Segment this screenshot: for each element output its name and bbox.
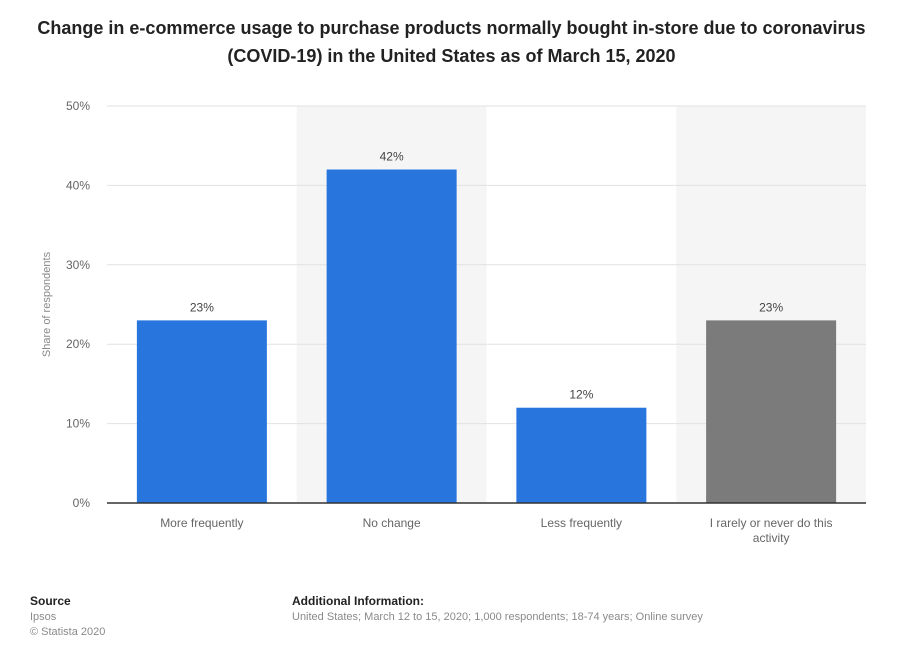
bar-chart: 0% 10% 20% 30% 40% 50% 23% 42% 12% 23% More freq… <box>41 99 866 545</box>
x-tick-label: I rarely or never do this activity <box>710 516 833 545</box>
bar[interactable] <box>136 320 267 503</box>
y-tick-label: 20% <box>66 337 90 351</box>
source-heading: Source <box>30 594 71 608</box>
bar[interactable] <box>516 407 647 503</box>
additional-info-text: United States; March 12 to 15, 2020; 1,0… <box>292 611 703 623</box>
bar[interactable] <box>706 320 837 503</box>
source-name[interactable]: Ipsos <box>30 611 57 623</box>
y-tick-label: 10% <box>66 417 90 431</box>
x-tick-label: Less frequently <box>541 516 622 530</box>
bar-value-label: 23% <box>759 300 783 314</box>
x-axis-labels: More frequently No change Less frequently I… <box>160 516 832 545</box>
x-tick-label: More frequently <box>160 516 243 530</box>
y-tick-label: 30% <box>66 258 90 272</box>
bar-value-label: 42% <box>380 150 404 164</box>
y-tick-label: 50% <box>66 99 90 113</box>
bars <box>136 169 837 503</box>
value-labels: 23% 42% 12% 23% <box>190 150 784 402</box>
chart-title: Change in e-commerce usage to purchase p… <box>37 18 866 66</box>
y-tick-label: 0% <box>73 496 91 510</box>
y-axis-title: Share of respondents <box>41 251 53 357</box>
y-tick-label: 40% <box>66 178 90 192</box>
bar-value-label: 23% <box>190 300 214 314</box>
x-tick-label: No change <box>363 516 421 530</box>
copyright-text: © Statista 2020 <box>30 626 106 638</box>
y-axis-ticks: 0% 10% 20% 30% 40% 50% <box>66 99 90 510</box>
bar-value-label: 12% <box>569 388 593 402</box>
additional-info-heading: Additional Information: <box>292 594 424 608</box>
bar[interactable] <box>326 169 457 503</box>
